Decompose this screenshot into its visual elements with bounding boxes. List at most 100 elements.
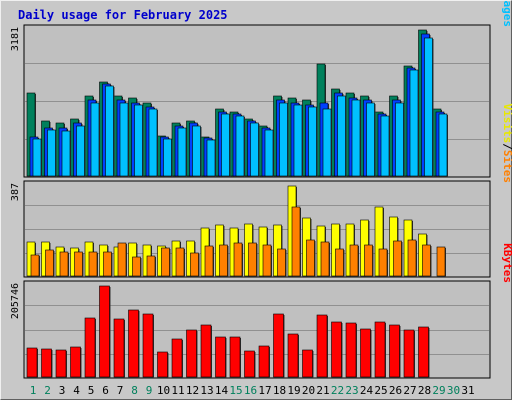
sites-bar: [248, 242, 257, 277]
pages-bar: [32, 138, 42, 177]
x-tick-label: 17: [258, 384, 271, 397]
sites-bar: [175, 247, 185, 277]
kbytes-bar: [128, 309, 139, 378]
bot-legend: KBytes: [501, 243, 512, 283]
pages-bar: [380, 115, 390, 177]
sites-bar: [335, 248, 344, 277]
sites-bar: [88, 251, 98, 277]
sites-bar: [30, 254, 40, 277]
x-tick-label: 26: [389, 384, 402, 397]
pages-bar: [308, 106, 317, 177]
x-tick-label: 25: [374, 384, 387, 397]
bot-max-label: 205746: [10, 283, 21, 319]
x-tick-label: 11: [171, 384, 184, 397]
x-tick-label: 8: [131, 384, 138, 397]
pages-bar: [134, 104, 143, 177]
bot-legend-item: KBytes: [501, 243, 512, 283]
bot-panel: 205746 KBytes: [10, 243, 512, 379]
sites-bar: [132, 256, 141, 277]
sites-bar: [407, 239, 417, 277]
kbytes-bar: [258, 345, 270, 378]
kbytes-bar: [345, 322, 357, 378]
top-legend: Hits/Files/Pages: [501, 0, 512, 27]
x-tick-label: 5: [88, 384, 95, 397]
top-max-label: 3181: [10, 27, 21, 51]
sites-bar: [204, 245, 214, 277]
sites-bar: [74, 251, 83, 277]
kbytes-bar: [99, 285, 110, 378]
kbytes-bar: [331, 321, 342, 378]
sites-bar: [233, 242, 243, 277]
pages-bar: [366, 102, 375, 177]
pages-bar: [293, 104, 303, 177]
sites-bar: [59, 251, 69, 277]
x-tick-label: 21: [316, 384, 329, 397]
mid-legend-item: Sites: [501, 150, 512, 183]
x-tick-label: 16: [244, 384, 257, 397]
kbytes-bar: [26, 347, 38, 378]
pages-bar: [279, 102, 288, 177]
kbytes-bar: [418, 326, 429, 378]
mid-max-label: 387: [10, 183, 21, 201]
kbytes-bar: [273, 313, 284, 378]
x-tick-label: 15: [229, 384, 242, 397]
kbytes-bar: [157, 351, 168, 378]
mid-panel: 387 Visits/Sites: [10, 104, 512, 278]
top-legend-item: Pages: [501, 0, 512, 27]
sites-bar: [320, 241, 330, 277]
sites-bar: [306, 239, 315, 277]
top-panel: 3181 Hits/Files/Pages: [10, 0, 512, 178]
sites-bar: [349, 244, 359, 277]
sites-bar: [291, 206, 301, 277]
x-tick-label: 30: [447, 384, 460, 397]
x-tick-label: 9: [146, 384, 153, 397]
x-tick-label: 2: [44, 384, 51, 397]
pages-bar: [264, 129, 274, 177]
x-tick-label: 19: [287, 384, 300, 397]
x-tick-label: 10: [157, 384, 170, 397]
pages-bar: [395, 102, 404, 177]
x-tick-label: 12: [186, 384, 199, 397]
kbytes-bar: [200, 324, 212, 378]
pages-bar: [221, 113, 230, 177]
sites-bar: [146, 255, 156, 277]
kbytes-bar: [215, 336, 226, 378]
kbytes-bar: [113, 318, 125, 378]
x-tick-label: 22: [331, 384, 344, 397]
x-tick-label: 18: [273, 384, 286, 397]
mid-legend: Visits/Sites: [501, 104, 512, 184]
pages-bar: [250, 122, 259, 177]
pages-bar: [235, 115, 245, 177]
mid-legend-item: Visits: [501, 104, 512, 144]
x-tick-label: 29: [432, 384, 445, 397]
x-tick-label: 4: [73, 384, 80, 397]
kbytes-bar: [55, 349, 67, 378]
sites-bar: [378, 248, 388, 277]
kbytes-bar: [186, 329, 197, 378]
pages-bar: [438, 113, 448, 177]
kbytes-bar: [302, 349, 313, 378]
pages-bar: [337, 95, 346, 177]
kbytes-bar: [360, 328, 371, 378]
sites-bar: [190, 252, 199, 277]
pages-bar: [322, 108, 332, 177]
x-tick-label: 7: [117, 384, 124, 397]
chart-title: Daily usage for February 2025: [18, 8, 228, 22]
x-tick-label: 23: [345, 384, 358, 397]
pages-bar: [409, 69, 419, 177]
kbytes-bar: [171, 338, 183, 378]
sites-bar: [422, 244, 431, 277]
kbytes-bar: [142, 313, 154, 378]
sites-bar: [117, 242, 127, 277]
x-tick-label: 13: [200, 384, 213, 397]
x-tick-label: 3: [59, 384, 66, 397]
pages-bar: [105, 85, 114, 177]
x-tick-label: 31: [461, 384, 474, 397]
pages-bar: [148, 108, 158, 177]
kbytes-bar: [374, 321, 386, 378]
kbytes-bar: [41, 348, 52, 378]
kbytes-bar: [229, 336, 241, 378]
x-tick-label: 24: [360, 384, 374, 397]
pages-bar: [90, 102, 100, 177]
